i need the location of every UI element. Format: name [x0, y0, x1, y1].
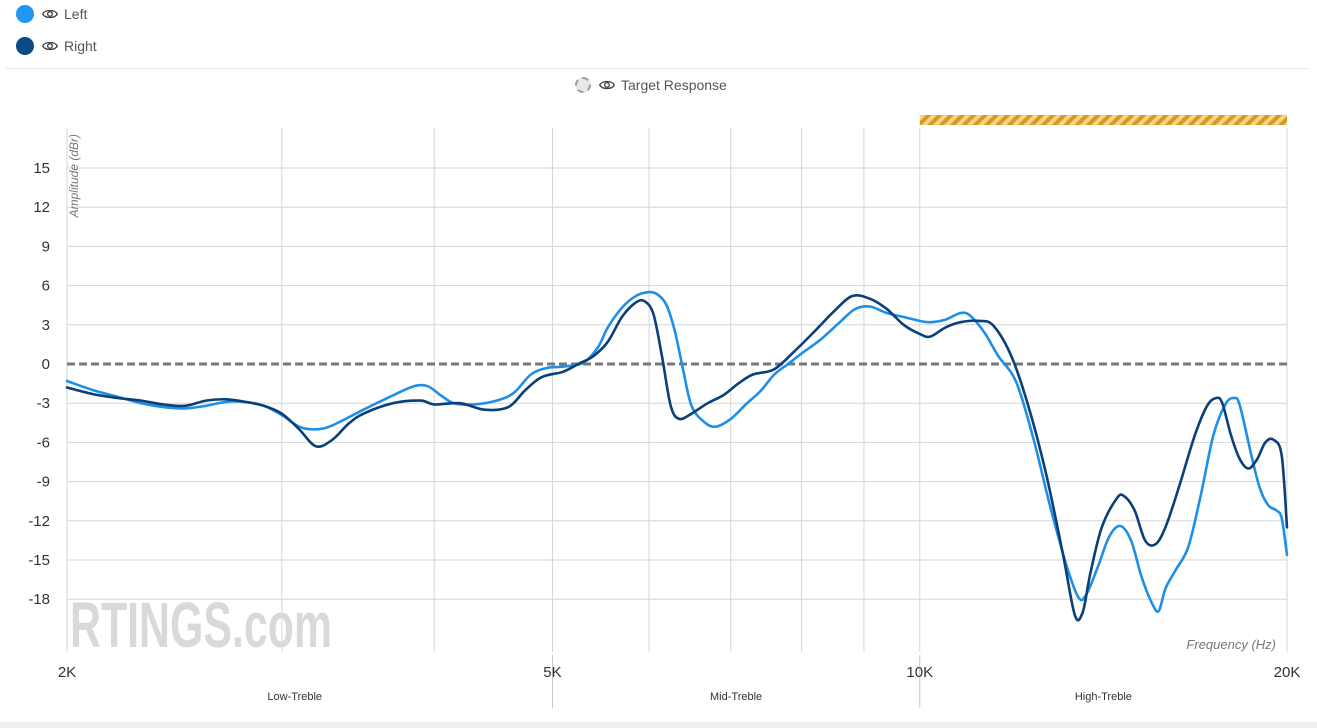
y-tick-label: -15: [28, 552, 50, 569]
left-series-line: [65, 290, 1289, 613]
frequency-bands: Low-Treble Mid-Treble High-Treble: [267, 655, 1132, 708]
legend-label-target: Target Response: [621, 77, 727, 93]
x-axis-label: Frequency (Hz): [1186, 637, 1276, 652]
y-tick-label: 6: [42, 278, 50, 295]
legend-label-left: Left: [64, 6, 88, 22]
legend-item-target-response[interactable]: Target Response: [575, 74, 727, 96]
right-series-line: [65, 293, 1289, 622]
y-tick-label: -9: [37, 474, 50, 491]
y-tick-label: 12: [33, 199, 50, 216]
y-tick-label: 15: [33, 160, 50, 177]
y-tick-label: -6: [37, 434, 50, 451]
series-lines: [65, 290, 1289, 622]
legend-label-right: Right: [64, 38, 97, 54]
y-axis-label: Amplitude (dBr): [67, 134, 81, 218]
eye-icon[interactable]: [599, 77, 615, 93]
legend-item-left[interactable]: Left: [16, 3, 87, 25]
eye-icon[interactable]: [42, 38, 58, 54]
x-tick-label: 2K: [58, 664, 76, 681]
y-axis-ticks: 15 12 9 6 3 0 -3 -6 -9 -12 -15 -18: [28, 160, 50, 608]
bottom-bar: [0, 722, 1317, 728]
x-tick-label: 5K: [543, 664, 561, 681]
right-color-swatch: [16, 37, 34, 55]
y-tick-label: 9: [42, 238, 50, 255]
y-tick-label: -12: [28, 513, 50, 530]
band-label: Mid-Treble: [710, 691, 762, 703]
y-tick-label: 0: [42, 356, 50, 373]
band-label: High-Treble: [1075, 691, 1132, 703]
band-label: Low-Treble: [267, 691, 322, 703]
left-color-swatch: [16, 5, 34, 23]
y-tick-label: -18: [28, 591, 50, 608]
x-axis-ticks: 2K 5K 10K 20K: [58, 664, 1301, 681]
target-color-swatch: [575, 77, 591, 93]
x-tick-label: 10K: [906, 664, 933, 681]
legend-item-right[interactable]: Right: [16, 35, 97, 57]
y-tick-label: -3: [37, 395, 50, 412]
highlight-range-bar: [919, 115, 1287, 125]
legend-divider: [6, 68, 1309, 69]
eye-icon[interactable]: [42, 6, 58, 22]
watermark-logo: RTINGS.com: [70, 589, 332, 661]
grid: [66, 128, 1288, 652]
y-tick-label: 3: [42, 317, 50, 334]
x-tick-label: 20K: [1274, 664, 1301, 681]
